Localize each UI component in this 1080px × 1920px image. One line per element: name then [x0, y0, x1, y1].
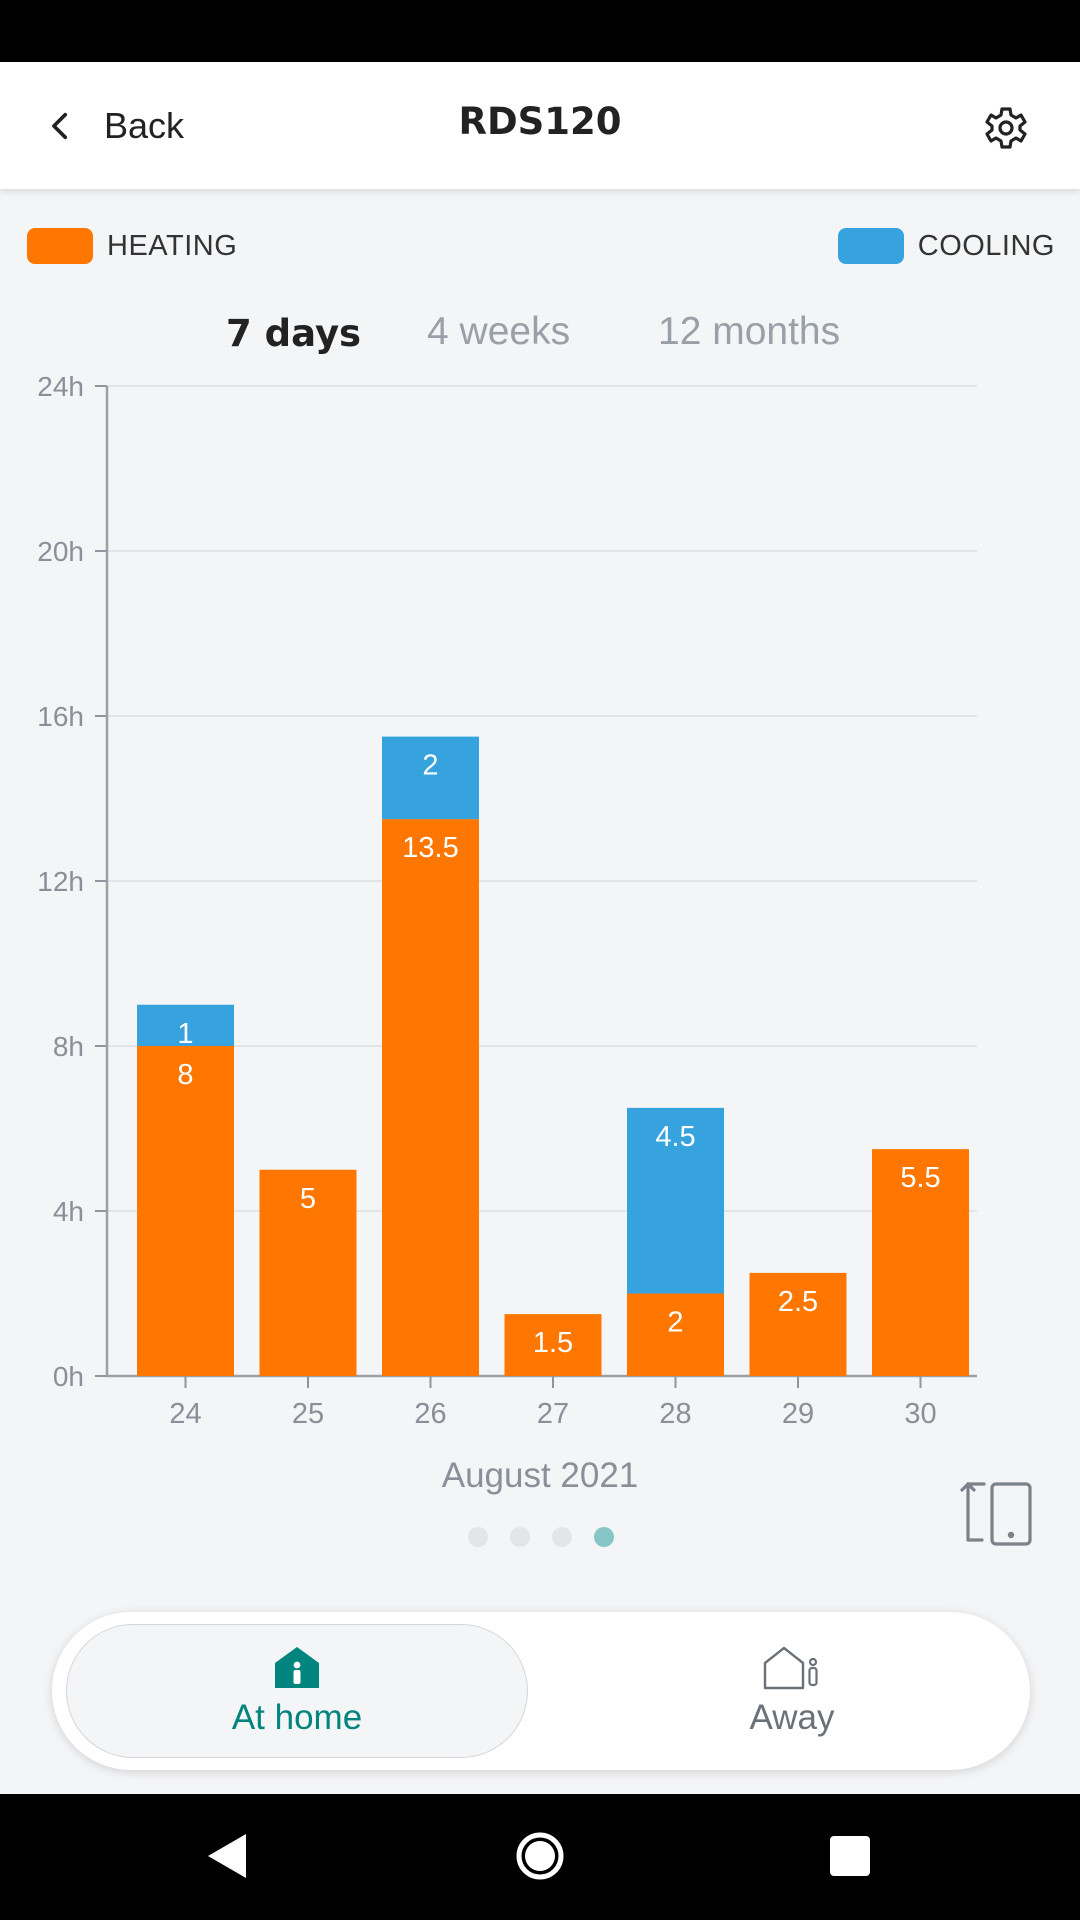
page-dot[interactable] [510, 1527, 530, 1547]
bar-label-heating: 5 [300, 1183, 316, 1215]
x-tick-label: 29 [782, 1398, 814, 1430]
x-tick-label: 24 [169, 1398, 201, 1430]
bar-heating [872, 1149, 969, 1376]
rotate-screen-button[interactable] [958, 1480, 1034, 1548]
bar-heating [137, 1046, 234, 1376]
usage-chart: 0h 4h 8h 12h 16h 20h 24h 8 1 24 5 25 13.5 2 26 1.5 27 2 4.… [37, 371, 977, 1430]
legend-swatch-cooling [837, 228, 904, 264]
y-tick-label: 4h [53, 1196, 84, 1227]
x-tick-label: 25 [292, 1398, 324, 1430]
bar-label-heating: 13.5 [402, 832, 458, 864]
status-bar [0, 0, 1080, 62]
house-person-icon [275, 1647, 319, 1688]
bar-label-heating: 2 [667, 1307, 683, 1339]
y-tick-label: 24h [37, 371, 84, 402]
nav-home-icon[interactable] [508, 1824, 572, 1888]
legend-swatch-heating [27, 228, 93, 264]
gear-icon [985, 107, 1027, 149]
x-tick-label: 26 [414, 1398, 446, 1430]
legend-label-heating: HEATING [107, 229, 238, 262]
back-button[interactable]: Back [44, 98, 184, 154]
bar-label-cooling: 4.5 [655, 1121, 695, 1153]
bar-label-heating: 8 [177, 1059, 193, 1091]
bar-label-heating: 1.5 [533, 1327, 573, 1359]
bar-heating [259, 1169, 357, 1376]
away-label: Away [749, 1698, 835, 1737]
tab-4-weeks[interactable]: 4 weeks [427, 310, 571, 353]
page-indicator [468, 1527, 614, 1547]
nav-back-icon[interactable] [196, 1824, 260, 1888]
legend-heating: HEATING [27, 228, 237, 264]
bar-label-cooling: 2 [422, 750, 438, 782]
tab-12-months[interactable]: 12 months [658, 310, 841, 353]
at-home-button[interactable]: At home [66, 1624, 528, 1758]
page-dot[interactable] [552, 1527, 572, 1547]
bar-cooling [382, 736, 479, 820]
y-tick-label: 8h [53, 1031, 84, 1062]
y-tick-label: 12h [37, 866, 84, 897]
nav-recents-icon[interactable] [818, 1824, 882, 1888]
bar-heating [749, 1272, 847, 1376]
bar-cooling [137, 1004, 234, 1046]
presence-mode-switch: At home Away [52, 1612, 1030, 1770]
bar-heating [627, 1293, 724, 1376]
x-tick-label: 27 [537, 1398, 569, 1430]
x-tick-label: 28 [659, 1398, 691, 1430]
system-nav-bar [0, 1794, 1080, 1920]
at-home-label: At home [231, 1698, 363, 1737]
period-label: August 2021 [441, 1456, 639, 1495]
back-label: Back [104, 105, 185, 146]
y-tick-label: 16h [37, 701, 84, 732]
tab-7-days[interactable]: 7 days [226, 312, 362, 355]
legend-label-cooling: COOLING [917, 229, 1055, 262]
away-button[interactable]: Away [572, 1624, 1012, 1758]
chevron-left-icon [52, 112, 68, 140]
bar-heating [504, 1314, 602, 1376]
y-tick-label: 20h [37, 536, 84, 567]
rotate-phone-icon [960, 1482, 1032, 1546]
page-dot-active[interactable] [594, 1527, 614, 1547]
page-title: RDS120 [458, 100, 622, 143]
app-header: Back RDS120 [0, 62, 1080, 189]
bar-label-heating: 5.5 [900, 1162, 940, 1194]
house-outline-person-icon [763, 1646, 818, 1690]
settings-button[interactable] [982, 104, 1030, 152]
y-tick-label: 0h [53, 1361, 84, 1392]
legend-cooling: COOLING [837, 228, 1055, 264]
bar-label-heating: 2.5 [778, 1286, 818, 1318]
bar-cooling [627, 1107, 724, 1294]
x-tick-label: 30 [904, 1398, 936, 1430]
bar-heating [382, 819, 479, 1376]
bar-label-cooling: 1 [177, 1018, 193, 1050]
page-dot[interactable] [468, 1527, 488, 1547]
